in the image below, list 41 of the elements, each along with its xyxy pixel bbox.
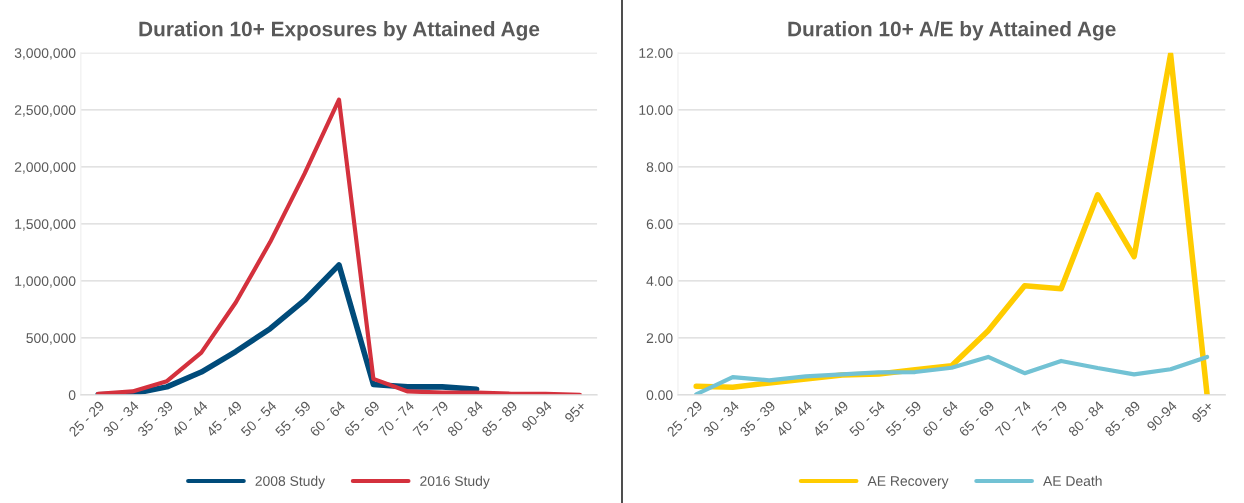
y-tick-label: 500,000	[26, 333, 76, 345]
y-tick-label: 1,500,000	[15, 219, 76, 231]
legend-label: AE Recovery	[867, 476, 949, 489]
y-tick-label: 2,000,000	[14, 162, 76, 174]
x-tick-label: 40 - 44	[775, 400, 813, 438]
x-tick-label: 25 - 29	[68, 400, 105, 438]
x-tick-label: 30 - 34	[702, 400, 740, 438]
line-series	[95, 97, 582, 395]
x-tick-label: 55 - 59	[885, 400, 922, 438]
x-tick-label: 80 - 84	[1067, 400, 1105, 438]
x-tick-label: 70 - 74	[994, 400, 1032, 437]
y-tick-label: 6.00	[646, 219, 673, 229]
y-tick-label: 1,000,000	[15, 276, 76, 288]
y-tick-label: 8.00	[646, 162, 673, 172]
legend-label: AE Death	[1043, 475, 1102, 486]
y-tick-label: 10.00	[639, 105, 673, 115]
x-tick-label: 95+	[563, 400, 587, 424]
y-tick-label: 4.00	[646, 276, 673, 287]
y-tick-label: 12.00	[639, 48, 673, 58]
x-tick-label: 50 - 54	[848, 400, 886, 438]
x-tick-label: 85 - 89	[481, 400, 518, 438]
x-tick-label: 45 - 49	[812, 400, 849, 438]
x-tick-label: 85 - 89	[1104, 400, 1141, 438]
x-tick-label: 35 - 39	[739, 400, 776, 438]
x-tick-label: 60 - 64	[309, 400, 346, 437]
x-tick-label: 25 - 29	[666, 400, 703, 438]
y-tick-label: 0	[68, 390, 76, 401]
x-tick-label: 60 - 64	[921, 400, 959, 437]
chart-title: Duration 10+ A/E by Attained Age	[788, 21, 1116, 41]
y-tick-label: 2.00	[646, 333, 673, 344]
y-tick-label: 0.00	[646, 390, 673, 401]
chart-title: Duration 10+ Exposures by Attained Age	[139, 21, 540, 41]
y-tick-label: 2,500,000	[14, 105, 76, 117]
x-tick-label: 95+	[1191, 400, 1214, 424]
y-tick-label: 3,000,000	[14, 48, 76, 60]
x-tick-label: 65 - 69	[958, 400, 995, 437]
legend-label: 2016 Study	[420, 475, 490, 489]
legend-label: 2008 Study	[255, 475, 326, 489]
x-tick-label: 75 - 79	[1031, 400, 1068, 437]
x-tick-label: 40 - 44	[171, 400, 209, 438]
line-series	[694, 354, 1210, 395]
